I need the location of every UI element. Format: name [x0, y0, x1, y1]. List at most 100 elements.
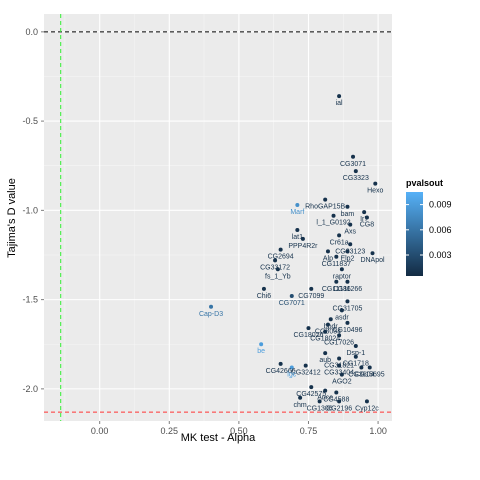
point-label: Axs: [344, 229, 356, 236]
point-label: CG15695: [355, 371, 385, 378]
data-point: [364, 399, 369, 404]
point-label: DNApol: [360, 257, 385, 264]
point-label: CG32412: [291, 370, 321, 377]
point-label: CG1306: [307, 405, 333, 412]
data-point: [337, 399, 342, 404]
data-point: [345, 279, 350, 284]
data-point: [339, 308, 344, 313]
data-point: [309, 385, 314, 390]
data-point: [345, 320, 350, 325]
data-point: [348, 222, 353, 227]
point-label: CG42575: [296, 391, 326, 398]
point-label: AGO2: [332, 379, 352, 386]
data-point: [331, 213, 336, 218]
y-axis-ticks: 0.0 -0.5 -1.0 -1.5 -2.0: [22, 27, 44, 394]
point-label: raptor: [333, 273, 352, 280]
point-label: lat1: [292, 234, 303, 241]
point-label: CG11837: [322, 261, 352, 268]
data-point: [351, 154, 356, 159]
point-label: CG18026: [293, 332, 323, 339]
data-point: [317, 399, 322, 404]
data-point: [339, 372, 344, 377]
point-label: RhoGAP15B: [305, 204, 345, 211]
point-label: bpdr: [324, 323, 339, 330]
point-label: chm: [294, 402, 307, 409]
data-point: [278, 247, 283, 252]
legend-ticks: 0.009 0.006 0.003: [406, 200, 452, 260]
data-point: [364, 215, 369, 220]
point-label: CG3604: [348, 371, 374, 378]
y-tick-label: -1.0: [22, 205, 38, 215]
data-point: [289, 365, 294, 370]
data-point: [367, 365, 372, 370]
legend-tick-label: 0.006: [429, 225, 452, 235]
point-label: CG7099: [298, 293, 324, 300]
data-point: [345, 249, 350, 254]
point-label: Cyp12c: [355, 405, 379, 412]
point-label: Ance: [317, 395, 333, 402]
data-point: [359, 365, 364, 370]
data-point: [300, 236, 305, 241]
point-label: CG8034: [315, 329, 341, 336]
point-label: ial: [336, 100, 343, 107]
x-tick-label: 0.00: [91, 426, 109, 436]
point-label: CG10496: [332, 327, 362, 334]
point-label: CG31705: [332, 305, 362, 312]
data-point: [323, 351, 328, 356]
data-point: [337, 356, 342, 361]
y-tick-label: -0.5: [22, 116, 38, 126]
data-point: [295, 227, 300, 232]
point-label: CG33172: [260, 264, 290, 271]
legend-tick-label: 0.009: [429, 200, 452, 210]
point-label: l_1_G0192: [316, 220, 350, 227]
y-tick-label: 0.0: [25, 27, 38, 37]
data-point: [303, 363, 308, 368]
data-point: [345, 204, 350, 209]
color-legend: pvalsout 0.009 0.006 0.003: [406, 178, 452, 276]
data-point: [353, 354, 358, 359]
data-point: [325, 249, 330, 254]
point-label: CG11266: [333, 286, 363, 293]
point-label: Cr61a: [330, 239, 349, 246]
data-point: [323, 388, 328, 393]
data-point: [337, 363, 342, 368]
data-point: [348, 242, 353, 247]
point-label: CG17026: [324, 339, 354, 346]
data-point: [273, 258, 278, 263]
x-axis-ticks: 0.00 0.25 0.50 0.75 1.00: [91, 421, 387, 436]
y-tick-label: -2.0: [22, 384, 38, 394]
point-label: CG7071: [279, 300, 305, 307]
point-label: CG31821: [324, 363, 354, 370]
data-point: [298, 395, 303, 400]
x-tick-label: 0.25: [161, 426, 179, 436]
point-label: PPP4R2r: [288, 243, 318, 250]
point-label: CG3323: [343, 175, 369, 182]
point-label: CG42666: [266, 368, 296, 375]
data-point: [323, 329, 328, 334]
point-label: CG4588: [323, 396, 349, 403]
point-label: CG2196: [326, 405, 352, 412]
y-axis-title: Tajima's D value: [6, 178, 18, 258]
x-tick-label: 0.75: [300, 426, 318, 436]
data-point: [306, 326, 311, 331]
point-label: Chi6: [257, 293, 272, 300]
data-point: [328, 317, 333, 322]
y-tick-label: -1.5: [22, 295, 38, 305]
data-point: [309, 286, 314, 291]
data-point: [209, 304, 214, 309]
point-label: Ir7: [360, 216, 368, 223]
legend-tick-label: 0.003: [429, 250, 452, 260]
point-label: CG11186: [322, 286, 351, 293]
point-label: CG33404: [324, 370, 354, 377]
point-label: asdr: [335, 314, 349, 321]
point-label: Dsp-1: [346, 350, 365, 357]
point-label: fs_1_Yb: [265, 273, 291, 280]
x-tick-label: 1.00: [369, 426, 387, 436]
point-label: Hexo: [367, 188, 383, 195]
point-label: CG1718: [343, 361, 369, 368]
data-point: [334, 279, 339, 284]
point-label: Elp2: [340, 255, 354, 262]
data-point: [337, 94, 342, 99]
data-point: [295, 203, 300, 208]
